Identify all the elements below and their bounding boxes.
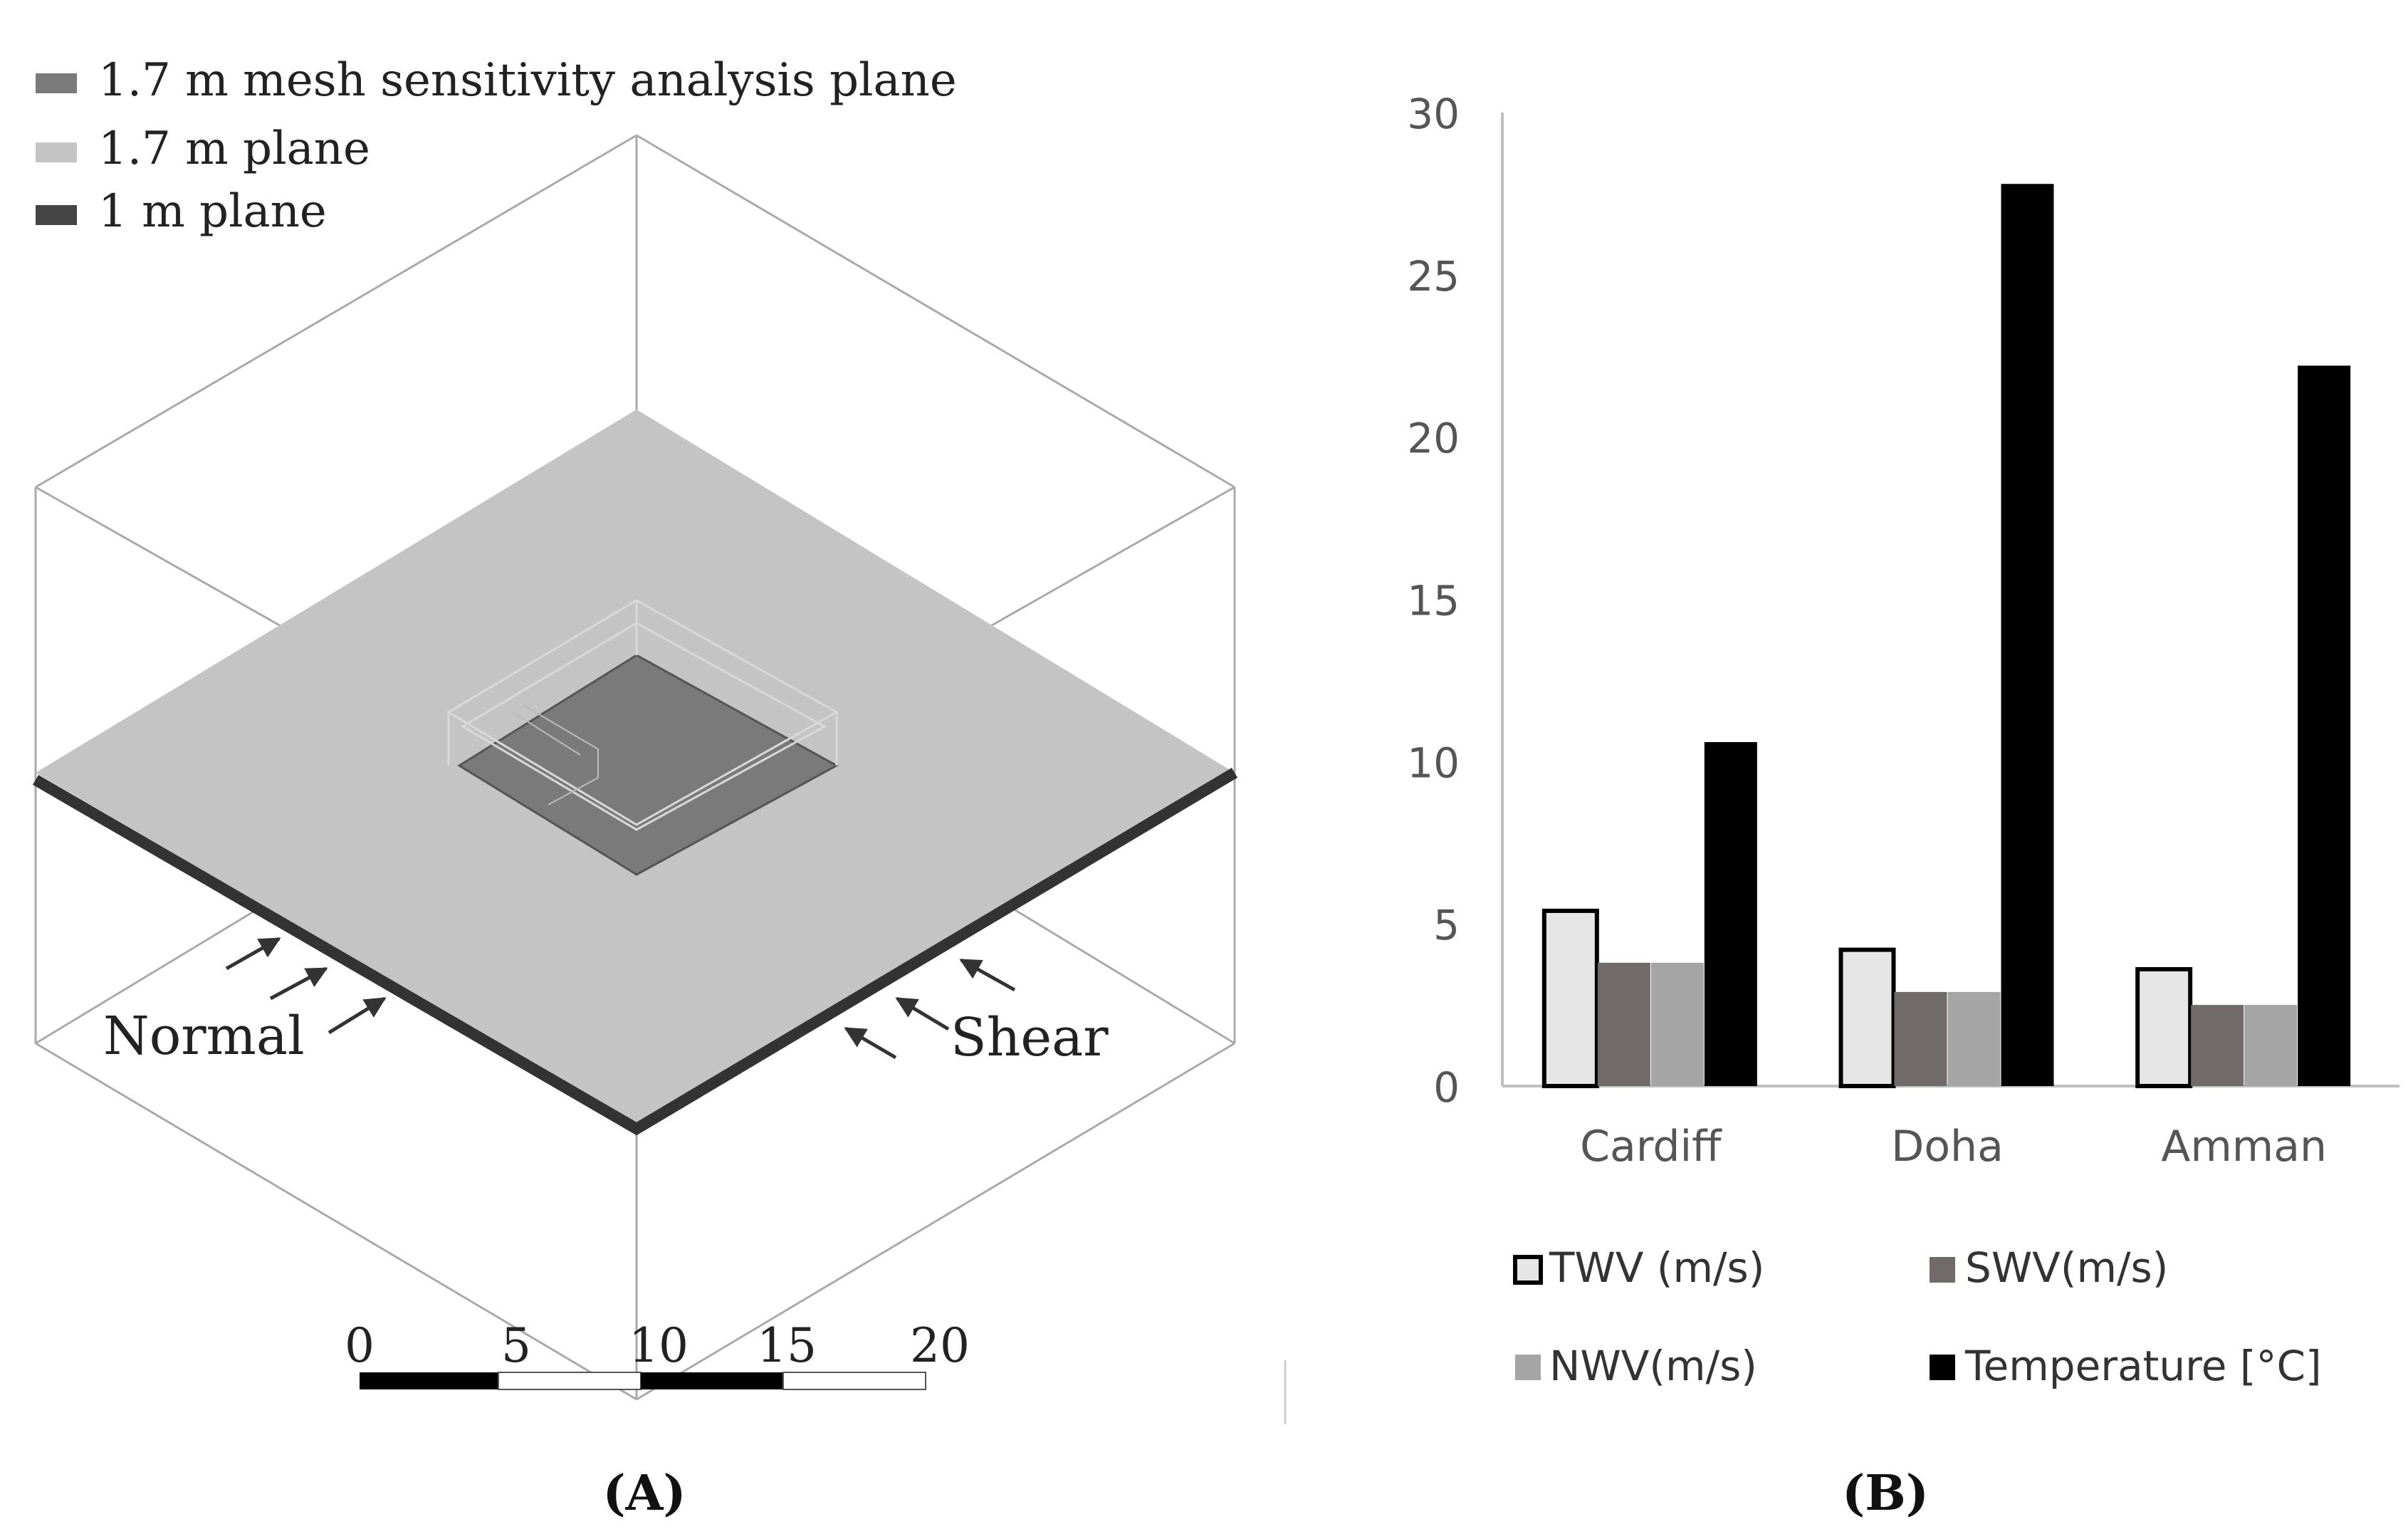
scale-tick-0: 0 — [345, 1318, 375, 1373]
scale-bar: 0 5 10 15 20 — [345, 1318, 970, 1390]
bar-doha-series-3 — [2001, 184, 2054, 1086]
legend-swatch-swv — [1930, 1257, 1955, 1283]
y-tick-label: 15 — [1407, 577, 1460, 625]
shear-arrow-2 — [895, 996, 950, 1031]
legend-label-1-7m-plane: 1.7 m plane — [98, 122, 370, 175]
bar-cardiff-series-1 — [1597, 962, 1650, 1086]
panel-a: 1.7 m mesh sensitivity analysis plane 1.… — [32, 54, 1238, 1522]
legend-label-mesh-plane: 1.7 m mesh sensitivity analysis plane — [98, 54, 957, 107]
y-tick-label: 0 — [1433, 1063, 1460, 1112]
chart-bars — [1541, 184, 2351, 1088]
bar-cardiff-series-3 — [1704, 741, 1757, 1086]
y-tick-label: 20 — [1407, 414, 1460, 463]
bar-doha-series-2 — [1947, 991, 2001, 1086]
y-tick-label: 10 — [1407, 739, 1460, 787]
legend-label-twv: TWV (m/s) — [1549, 1243, 1764, 1292]
panel-a-legend: 1.7 m mesh sensitivity analysis plane 1.… — [36, 54, 957, 238]
legend-label-swv: SWV(m/s) — [1965, 1243, 2168, 1292]
x-axis-ticks: Cardiff Doha Amman — [1580, 1122, 2327, 1172]
scale-tick-10: 10 — [629, 1318, 689, 1373]
bar-amman-series-2 — [2244, 1005, 2298, 1086]
normal-wind-arrows — [225, 937, 387, 1035]
y-tick-label: 5 — [1433, 901, 1460, 949]
x-tick-label: Doha — [1891, 1122, 2004, 1172]
shear-arrow-3 — [844, 1026, 897, 1060]
legend-swatch-twv — [1513, 1255, 1543, 1285]
x-tick-label: Amman — [2161, 1122, 2327, 1172]
scale-tick-20: 20 — [910, 1318, 970, 1373]
caption-b: (B) — [1842, 1465, 1929, 1522]
normal-arrow-3 — [328, 996, 387, 1035]
scale-tick-5: 5 — [501, 1318, 531, 1373]
scale-segment-2 — [498, 1372, 642, 1390]
shear-wind-arrows — [844, 958, 1016, 1060]
legend-swatch-temperature — [1930, 1355, 1955, 1380]
x-tick-label: Cardiff — [1580, 1122, 1722, 1172]
bar-cardiff-series-2 — [1650, 962, 1704, 1086]
building-outline — [446, 599, 839, 831]
building-detail — [512, 704, 599, 805]
normal-arrow-1 — [225, 937, 281, 971]
shear-label: Shear — [951, 1007, 1109, 1068]
bar-doha-series-1 — [1894, 991, 1947, 1086]
legend-swatch-nwv — [1515, 1355, 1541, 1380]
legend-swatch-mesh-plane — [36, 73, 77, 93]
caption-a: (A) — [602, 1465, 686, 1522]
scale-segment-3 — [641, 1372, 783, 1389]
bar-amman-series-1 — [2191, 1005, 2244, 1086]
normal-arrow-2 — [269, 966, 328, 1001]
scale-segment-1 — [360, 1372, 498, 1389]
legend-swatch-1-7m-plane — [36, 142, 77, 162]
shear-arrow-1 — [959, 958, 1016, 992]
scale-segment-4 — [782, 1372, 926, 1390]
panel-b-chart: 0 5 10 15 20 25 30 Cardiff Doha Amman TWV (m/s) … — [1407, 90, 2399, 1522]
legend-label-nwv: NWV(m/s) — [1549, 1342, 1757, 1390]
scale-tick-15: 15 — [757, 1318, 817, 1373]
legend-swatch-1m-plane — [36, 205, 77, 225]
y-axis-ticks: 0 5 10 15 20 25 30 — [1407, 90, 1460, 1112]
plane-1m-edge — [32, 768, 1238, 1136]
y-tick-label: 25 — [1407, 252, 1460, 301]
normal-label: Normal — [103, 1006, 305, 1067]
y-tick-label: 30 — [1407, 90, 1460, 138]
legend-label-1m-plane: 1 m plane — [98, 185, 327, 238]
bar-doha-series-0 — [1838, 947, 1896, 1088]
bar-amman-series-0 — [2135, 966, 2193, 1088]
chart-legend: TWV (m/s) SWV(m/s) NWV(m/s) Temperature … — [1513, 1243, 2322, 1390]
bar-cardiff-series-0 — [1541, 908, 1599, 1088]
bar-amman-series-3 — [2298, 365, 2351, 1086]
legend-label-temperature: Temperature [°C] — [1964, 1342, 2322, 1390]
